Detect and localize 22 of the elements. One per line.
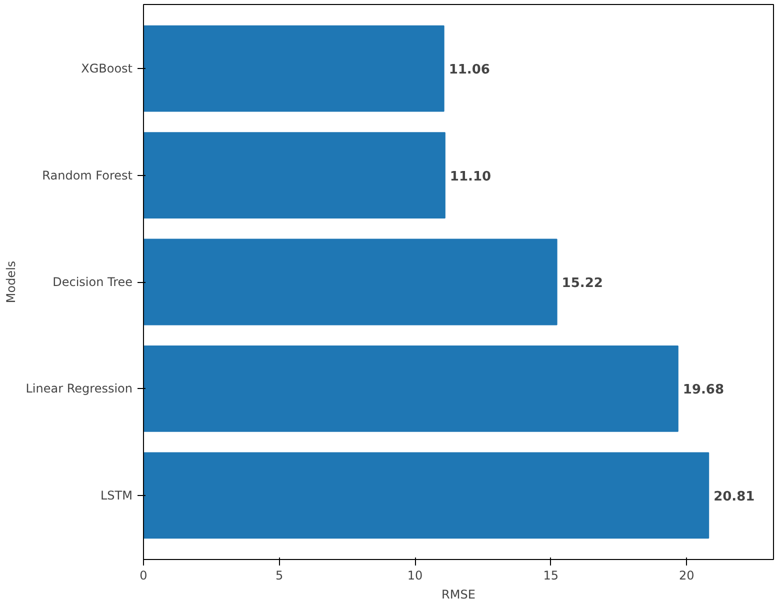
data-label: 15.22 [562,276,603,291]
data-label: 11.10 [450,169,492,184]
x-tick-label: 10 [407,568,423,582]
x-tick-label: 0 [140,568,148,582]
x-tick-label: 5 [275,568,284,582]
bar [144,238,558,326]
x-tick-label: 15 [543,568,558,582]
data-label: 19.68 [682,382,724,398]
y-tick-label: LSTM [100,488,133,502]
bar [144,452,710,539]
y-tick-label: Random Forest [42,168,133,182]
x-tick-label: 20 [678,568,694,582]
y-tick-label: XGBoost [81,62,133,76]
bar [144,25,444,112]
bar [144,132,446,218]
y-axis-title: Models [4,260,18,304]
data-label: 11.06 [448,62,490,78]
y-tick-label: Linear Regression [26,382,133,396]
x-axis-title: RMSE [442,588,476,602]
y-tick-label: Decision Tree [52,275,132,289]
data-label: 20.81 [714,489,755,504]
bar [144,346,678,432]
